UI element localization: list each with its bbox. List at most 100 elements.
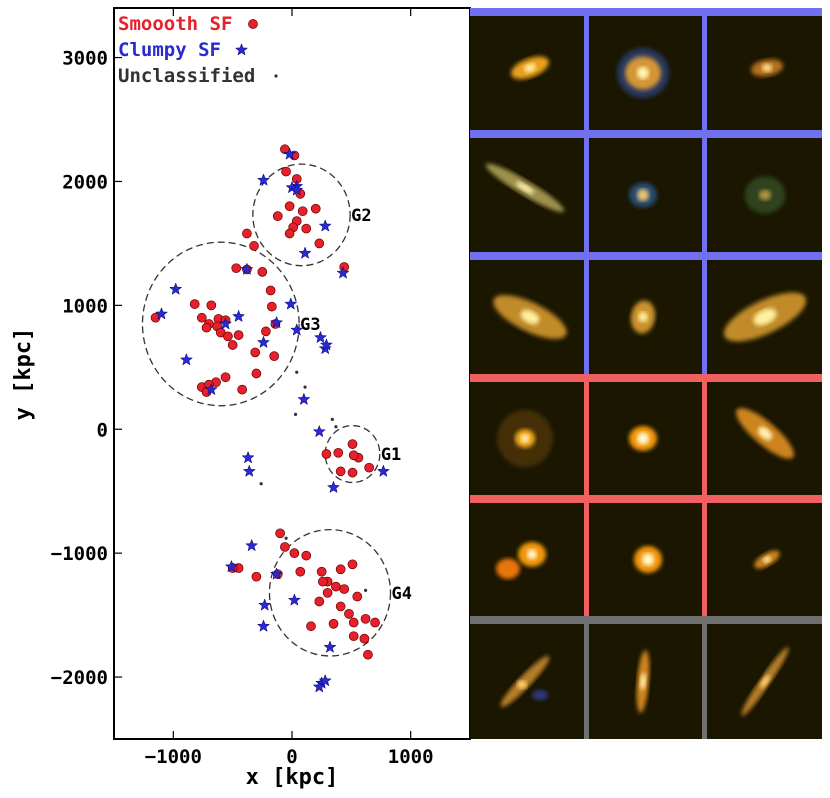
smooth-point xyxy=(201,322,212,333)
arc-edge-on-galaxy-image xyxy=(500,655,550,708)
galaxy-blob xyxy=(638,311,648,323)
elliptical-halo-galaxy-image xyxy=(497,409,553,468)
clumpy-point xyxy=(154,307,169,320)
clumpy-point xyxy=(169,282,183,295)
thumbnail-row-divider xyxy=(470,616,822,624)
clumpy-point xyxy=(240,262,254,275)
galaxy-blob xyxy=(527,549,537,560)
clumpy-point xyxy=(297,392,311,406)
clumpy-point xyxy=(270,315,284,329)
thumbnail-column-divider xyxy=(702,138,707,252)
y-tick-label: 1000 xyxy=(62,295,108,317)
galaxy-thumbnail xyxy=(706,624,822,739)
galaxy-blob xyxy=(637,188,649,202)
inclined-spiral-large-galaxy-image xyxy=(723,292,807,342)
legend: Smoooth SF Clumpy SF Unclassified xyxy=(118,13,278,87)
smooth-point xyxy=(242,228,252,239)
smooth-point xyxy=(220,372,231,383)
smooth-point xyxy=(335,466,346,477)
clumpy-point xyxy=(245,538,259,552)
galaxy-thumbnail xyxy=(588,382,702,495)
galaxy-thumbnail xyxy=(706,138,822,252)
smooth-point xyxy=(251,571,262,582)
smooth-point xyxy=(344,609,354,619)
thumbnail-column-divider xyxy=(702,382,707,495)
clumpy-point xyxy=(258,598,272,611)
thumbnail-row-smooth xyxy=(470,382,822,495)
smooth-point xyxy=(231,263,242,274)
smooth-point xyxy=(261,326,271,337)
y-tick-label: 0 xyxy=(97,419,108,441)
smooth-point xyxy=(347,467,358,478)
galaxy-thumbnail xyxy=(588,624,702,739)
clumpy-point xyxy=(318,673,332,687)
smooth-point xyxy=(335,564,346,575)
smooth-point xyxy=(295,566,306,577)
clumpy-point xyxy=(242,464,256,477)
clumpy-point xyxy=(241,450,255,464)
galaxy-thumbnail xyxy=(588,260,702,374)
smooth-point xyxy=(360,613,371,624)
clumpy-point xyxy=(376,464,390,477)
smooth-point xyxy=(314,596,325,607)
smooth-point xyxy=(223,331,233,342)
smooth-point xyxy=(310,203,321,214)
thumbnail-column-divider xyxy=(584,503,589,616)
smooth-point xyxy=(206,300,217,311)
smooth-point xyxy=(269,351,280,362)
smooth-point xyxy=(266,301,277,312)
galaxy-thumbnail xyxy=(470,138,584,252)
y-tick-label: −2000 xyxy=(51,667,108,689)
x-tick-label: −1000 xyxy=(145,746,202,768)
clumpy-point xyxy=(287,593,301,606)
smooth-point xyxy=(339,584,350,594)
smooth-point xyxy=(331,581,341,592)
galaxy-blob xyxy=(637,432,649,445)
clumpy-point xyxy=(284,297,298,310)
unclassified-point xyxy=(259,482,263,486)
thumbnail-column-divider xyxy=(702,624,707,739)
galaxy-blob xyxy=(757,426,773,440)
thumbnail-column-divider xyxy=(584,138,589,252)
smooth-point xyxy=(297,206,308,217)
galaxy-thumbnail xyxy=(706,260,822,374)
smooth-point xyxy=(251,368,262,379)
clumpy-point xyxy=(256,619,271,632)
galaxy-blob xyxy=(532,689,548,701)
smooth-point xyxy=(280,542,290,552)
smooth-point xyxy=(284,228,295,239)
galaxy-thumbnail xyxy=(470,503,584,616)
thumbnail-column-divider xyxy=(702,503,707,616)
edge-on-disk-galaxy-image xyxy=(485,163,565,212)
x-axis-label: x [kpc] xyxy=(246,765,339,790)
group-circle-g2 xyxy=(252,163,351,267)
legend-label-smooth: Smoooth SF xyxy=(118,13,232,35)
smooth-point xyxy=(301,550,312,561)
unclassified-point xyxy=(363,588,368,592)
thumbnail-column-divider xyxy=(584,16,589,130)
group-circle-g1 xyxy=(324,424,381,484)
y-tick-label: 2000 xyxy=(62,171,108,193)
unclassified-point xyxy=(303,385,307,389)
galaxy-thumbnail-panel xyxy=(470,8,822,739)
galaxy-thumbnail xyxy=(470,382,584,495)
galaxy-blob xyxy=(642,553,654,566)
clumpy-point xyxy=(318,219,332,232)
thumbnail-column-divider xyxy=(584,260,589,374)
smooth-point xyxy=(237,384,248,395)
unclassified-point xyxy=(284,536,288,540)
group-label-g1: G1 xyxy=(381,445,401,465)
unclassified-point xyxy=(295,370,299,374)
clumpy-point xyxy=(336,266,350,279)
thumbnail-row-clumpy xyxy=(470,260,822,374)
smooth-point xyxy=(281,166,291,177)
galaxy-thumbnail xyxy=(706,16,822,130)
y-tick-label: −1000 xyxy=(51,543,108,565)
edge-on-lens-galaxy-image xyxy=(736,408,794,459)
group-label-g2: G2 xyxy=(351,206,371,226)
smooth-point xyxy=(370,617,380,628)
thumbnail-row-divider xyxy=(470,252,822,260)
smooth-point xyxy=(250,347,261,358)
vertical-streak-galaxy-image xyxy=(636,650,650,713)
